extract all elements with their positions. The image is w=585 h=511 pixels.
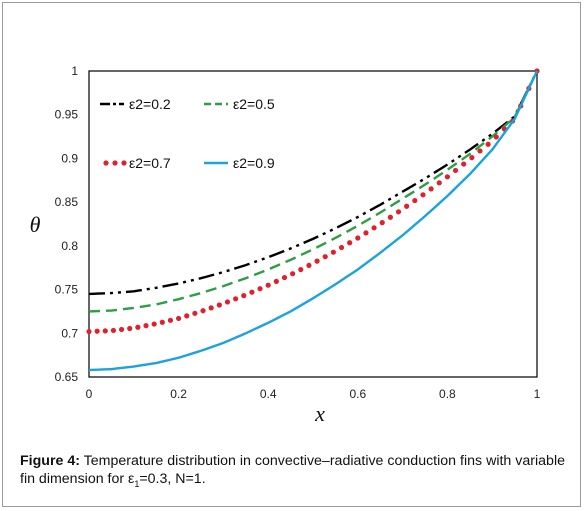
y-tick-label: 0.75	[55, 283, 79, 297]
data-point	[436, 180, 442, 186]
data-point	[159, 319, 165, 325]
x-tick-label: 0	[86, 387, 93, 401]
data-point	[200, 308, 206, 314]
x-tick-label: 0.8	[439, 387, 456, 401]
data-point	[176, 315, 182, 322]
caption-label: Figure 4:	[20, 453, 80, 469]
y-tick-label: 0.7	[61, 326, 78, 340]
data-point	[330, 249, 336, 255]
y-tick-label: 0.65	[55, 370, 79, 384]
y-tick-label: 0.8	[61, 239, 78, 253]
data-point	[184, 313, 190, 319]
y-tick-labels: 0.65 0.7 0.75 0.8 0.85 0.9 0.95 1	[55, 64, 79, 384]
x-tick-label: 0.6	[349, 387, 366, 401]
data-point	[233, 296, 239, 302]
y-tick-label: 0.95	[55, 108, 79, 122]
data-point	[371, 225, 377, 231]
data-point	[94, 328, 100, 334]
legend-label: ε2=0.7	[129, 155, 171, 171]
x-tick-label: 1	[534, 387, 541, 401]
data-point	[428, 186, 434, 192]
data-point	[208, 305, 214, 311]
plot-area	[88, 70, 538, 378]
legend-label: ε2=0.5	[233, 96, 275, 112]
legend--2-0-9: ε2=0.9	[204, 155, 275, 171]
data-point	[265, 282, 271, 288]
series--2-0-5-line	[88, 70, 539, 313]
data-point	[387, 214, 393, 220]
data-point	[224, 299, 231, 305]
data-point	[322, 254, 328, 260]
data-point	[306, 262, 312, 269]
legend--2-0-2: ε2=0.2	[100, 96, 171, 112]
data-point	[452, 167, 459, 174]
legend-swatch	[112, 160, 118, 166]
data-point	[485, 141, 491, 147]
data-point	[127, 325, 133, 332]
legend-label: ε2=0.2	[129, 96, 171, 112]
series-layer	[86, 68, 540, 372]
data-point	[444, 174, 450, 180]
data-point	[257, 286, 263, 292]
data-point	[338, 244, 345, 251]
data-point	[192, 310, 198, 316]
figure-caption: Figure 4: Temperature distribution in co…	[20, 452, 565, 493]
data-point	[241, 293, 247, 299]
data-point	[249, 289, 255, 295]
data-point	[363, 230, 369, 236]
data-point	[477, 148, 483, 154]
data-point	[355, 235, 361, 241]
y-tick-label: 0.85	[55, 195, 79, 209]
chart: 0.65 0.7 0.75 0.8 0.85 0.9 0.95 1 0 0.2 0.4 0.6 0.8…	[30, 64, 541, 426]
data-point	[404, 203, 410, 209]
caption-text-1: Temperature distribution in convective–r…	[20, 453, 565, 487]
data-point	[151, 321, 157, 327]
data-point	[420, 192, 426, 198]
data-point	[167, 317, 174, 323]
legend-swatch	[103, 160, 109, 166]
data-point	[412, 197, 418, 204]
legend: ε2=0.2 ε2=0.5 ε2=0.7 ε2=0.9	[100, 96, 275, 171]
data-point	[118, 326, 125, 333]
series--2-0-2-line	[88, 70, 539, 296]
data-point	[216, 302, 222, 308]
legend-label: ε2=0.9	[233, 155, 275, 171]
legend--2-0-7: ε2=0.7	[103, 155, 171, 171]
data-point	[135, 324, 141, 330]
data-point	[469, 155, 475, 161]
x-tick-label: 0.2	[170, 387, 187, 401]
data-point	[86, 328, 92, 335]
caption-subscript: 1	[134, 478, 140, 489]
y-tick-label: 0.9	[61, 151, 78, 165]
caption-text-2: =0.3, N=1.	[139, 471, 206, 487]
data-point	[102, 328, 108, 334]
legend-swatch	[121, 160, 127, 166]
data-point	[143, 323, 149, 329]
data-point	[273, 278, 279, 284]
x-tick-labels: 0 0.2 0.4 0.6 0.8 1	[86, 387, 541, 401]
data-point	[314, 258, 320, 264]
data-point	[493, 134, 499, 140]
x-axis-title: x	[314, 401, 325, 426]
y-tick-label: 1	[71, 64, 78, 78]
y-axis-title: θ	[30, 212, 41, 237]
legend--2-0-5: ε2=0.5	[204, 96, 275, 112]
data-point	[281, 274, 288, 281]
x-tick-label: 0.4	[260, 387, 277, 401]
data-point	[298, 266, 304, 273]
data-point	[461, 161, 467, 167]
data-point	[347, 240, 353, 246]
data-point	[290, 271, 296, 277]
data-point	[110, 327, 117, 334]
data-point	[379, 220, 385, 226]
series--2-0-9-line	[88, 70, 539, 372]
data-point	[395, 209, 402, 215]
